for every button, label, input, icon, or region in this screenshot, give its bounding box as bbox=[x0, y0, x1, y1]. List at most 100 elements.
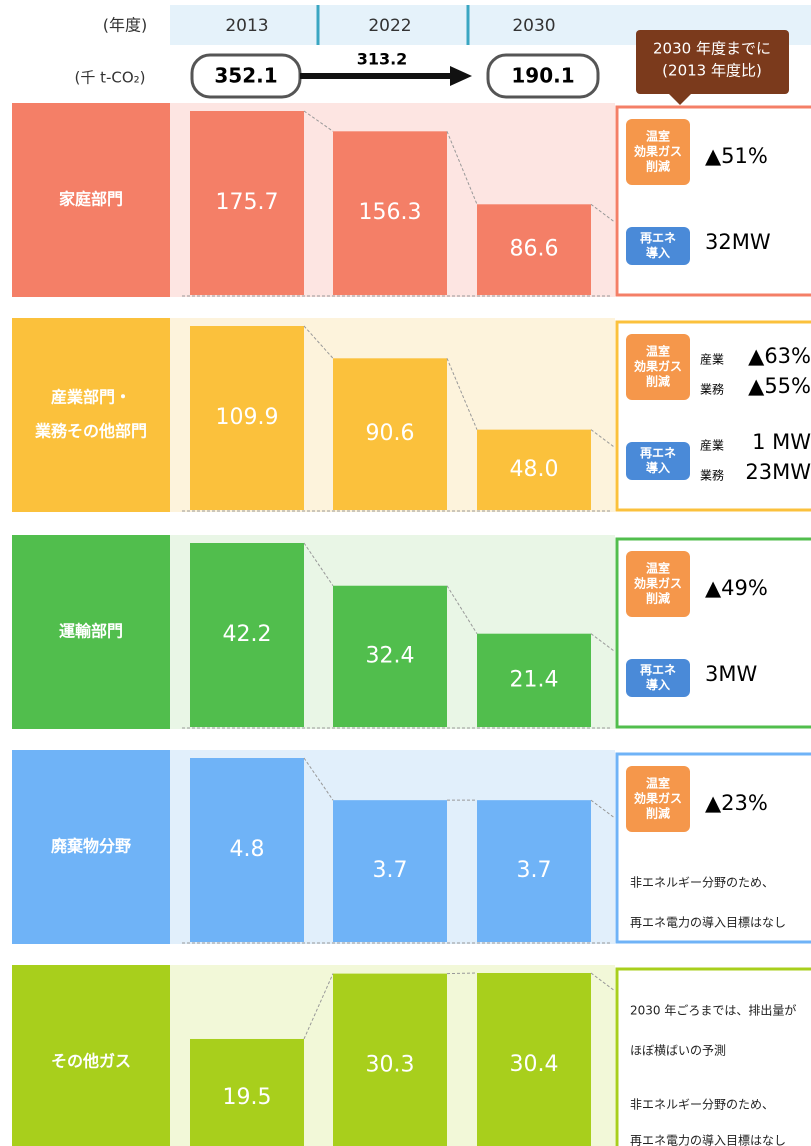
tag bbox=[626, 551, 690, 617]
bar-value: 21.4 bbox=[510, 667, 559, 692]
callout-text: 2030 年度までに bbox=[653, 40, 771, 58]
connector bbox=[590, 203, 616, 223]
bar bbox=[333, 358, 447, 510]
tag bbox=[626, 659, 690, 697]
bar bbox=[477, 633, 591, 727]
connector bbox=[446, 585, 478, 634]
sector-name: 産業部門・ bbox=[51, 388, 131, 407]
sector-label-bg bbox=[12, 535, 170, 729]
connector bbox=[446, 358, 478, 430]
year: 2013 bbox=[225, 16, 268, 36]
bar-value: 109.9 bbox=[216, 405, 279, 430]
tag bbox=[626, 442, 690, 480]
bar bbox=[477, 429, 591, 510]
tag-text: 削減 bbox=[646, 159, 670, 174]
bar-value: 32.4 bbox=[366, 643, 415, 668]
year-sep bbox=[466, 5, 470, 45]
tag-text: 再エネ bbox=[640, 231, 676, 245]
bar-value: 30.4 bbox=[510, 1052, 559, 1077]
year: 2030 bbox=[512, 16, 555, 36]
year-label: (年度) bbox=[103, 16, 148, 35]
tag-text: 導入 bbox=[646, 677, 670, 692]
sub-label: 業務 bbox=[700, 383, 724, 397]
bar bbox=[477, 800, 591, 942]
tag-text: 削減 bbox=[646, 591, 670, 606]
connector bbox=[590, 972, 616, 992]
sub-label: 業務 bbox=[700, 469, 724, 483]
bar-value: 156.3 bbox=[359, 200, 422, 225]
callout-pointer bbox=[668, 93, 692, 105]
sector-label-bg bbox=[12, 318, 170, 512]
tag-text: 導入 bbox=[646, 245, 670, 260]
connector bbox=[590, 429, 616, 449]
bar bbox=[333, 131, 447, 295]
note: 再エネ電力の導入目標はなし bbox=[630, 1134, 786, 1146]
bar bbox=[190, 758, 304, 942]
year-sep bbox=[316, 5, 320, 45]
total-box bbox=[486, 53, 600, 99]
sub-label: 産業 bbox=[700, 438, 724, 453]
bar-value: 48.0 bbox=[510, 457, 559, 482]
total: 190.1 bbox=[511, 64, 574, 88]
tag-text: 温室 bbox=[646, 561, 670, 576]
sector-label-bg bbox=[12, 103, 170, 297]
arrow-head bbox=[450, 66, 472, 86]
panel bbox=[615, 967, 811, 1146]
tag-text: 導入 bbox=[646, 460, 670, 475]
note: 2030 年ごろまでは、排出量が bbox=[630, 1003, 796, 1018]
bar bbox=[333, 973, 447, 1146]
connector bbox=[303, 542, 334, 587]
connector bbox=[590, 633, 616, 653]
bar bbox=[190, 326, 304, 510]
bar-value: 90.6 bbox=[366, 421, 415, 446]
bar bbox=[477, 204, 591, 295]
bar-value: 4.8 bbox=[230, 837, 265, 862]
connector bbox=[303, 757, 334, 801]
sector-label-bg bbox=[12, 965, 170, 1146]
sub-label: 産業 bbox=[700, 352, 724, 367]
target: 1 MW bbox=[752, 430, 811, 454]
tag-text: 効果ガス bbox=[634, 576, 682, 591]
bar-value: 19.5 bbox=[223, 1085, 272, 1110]
total: 313.2 bbox=[357, 50, 408, 69]
tag-text: 再エネ bbox=[640, 446, 676, 460]
sector-name: 業務その他部門 bbox=[34, 422, 147, 441]
tag-text: 効果ガス bbox=[634, 791, 682, 806]
connector bbox=[590, 799, 616, 819]
connector bbox=[446, 131, 478, 205]
sector-label-bg bbox=[12, 750, 170, 944]
target: ▲51% bbox=[705, 144, 768, 168]
bar-value: 42.2 bbox=[223, 622, 272, 647]
connector bbox=[303, 110, 334, 132]
bar bbox=[190, 543, 304, 727]
bar-value: 3.7 bbox=[373, 858, 408, 883]
note: 非エネルギー分野のため、 bbox=[630, 876, 774, 890]
connector bbox=[303, 325, 334, 359]
target: ▲49% bbox=[705, 576, 768, 600]
note: 再エネ電力の導入目標はなし bbox=[630, 916, 786, 930]
tag-text: 温室 bbox=[646, 776, 670, 791]
sector-name: 家庭部門 bbox=[59, 190, 123, 209]
tag-text: 再エネ bbox=[640, 663, 676, 677]
tag-text: 削減 bbox=[646, 374, 670, 389]
sector-name: 廃棄物分野 bbox=[51, 837, 131, 856]
note: 非エネルギー分野のため、 bbox=[630, 1098, 774, 1112]
target: 23MW bbox=[745, 460, 811, 484]
target: ▲55% bbox=[748, 374, 811, 398]
callout bbox=[636, 30, 789, 94]
target: 32MW bbox=[705, 230, 771, 254]
note: ほぼ横ばいの予測 bbox=[630, 1044, 726, 1058]
target: ▲63% bbox=[748, 344, 811, 368]
bar bbox=[477, 973, 591, 1146]
bar-value: 86.6 bbox=[510, 237, 559, 262]
tag bbox=[626, 334, 690, 400]
tag bbox=[626, 119, 690, 185]
tag-text: 温室 bbox=[646, 344, 670, 359]
tag-text: 削減 bbox=[646, 806, 670, 821]
bar bbox=[333, 800, 447, 942]
bar bbox=[190, 1038, 304, 1146]
sector-name: 運輸部門 bbox=[59, 622, 123, 641]
target: 3MW bbox=[705, 662, 757, 686]
sector-name: その他ガス bbox=[51, 1052, 131, 1071]
target: ▲23% bbox=[705, 791, 768, 815]
